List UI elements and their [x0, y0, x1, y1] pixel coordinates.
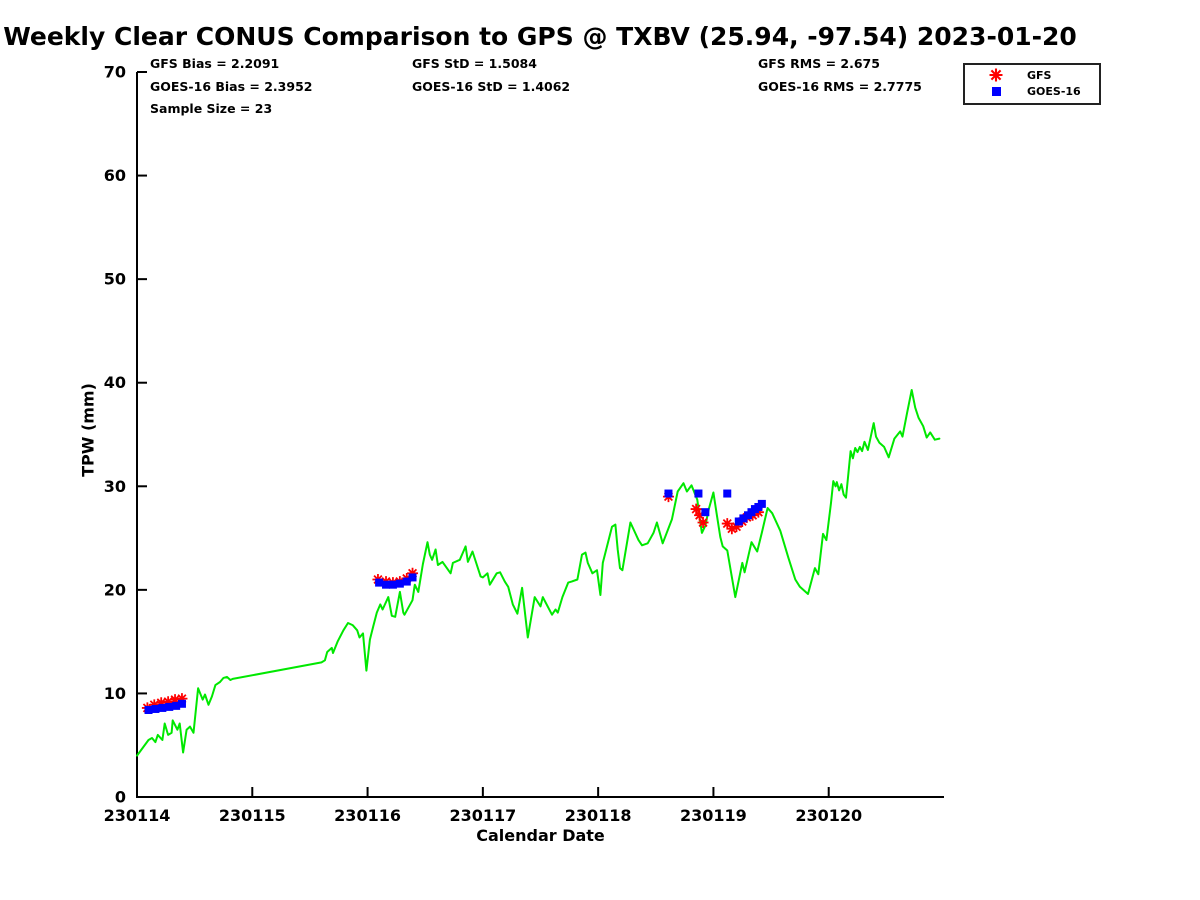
y-tick-label: 10 — [104, 684, 126, 703]
goes16-marker — [375, 578, 384, 587]
y-tick-label: 20 — [104, 580, 126, 599]
chart-title: Weekly Clear CONUS Comparison to GPS @ T… — [3, 22, 1077, 51]
legend-row-gfs: GFS — [965, 67, 1099, 83]
x-tick-label: 230120 — [795, 806, 862, 825]
legend-label-gfs: GFS — [1027, 68, 1052, 82]
y-tick-label: 50 — [104, 270, 126, 289]
goes16-marker — [757, 499, 766, 508]
y-tick-label: 30 — [104, 477, 126, 496]
stat-goes16-std: GOES-16 StD = 1.4062 — [412, 79, 571, 94]
y-tick-label: 0 — [115, 788, 126, 807]
goes16-marker — [739, 514, 748, 523]
x-tick-label: 230114 — [104, 806, 171, 825]
goes16-marker — [151, 704, 160, 713]
goes16-marker — [165, 702, 174, 711]
goes16-marker — [664, 489, 673, 498]
goes16-marker — [177, 699, 186, 708]
goes16-marker — [158, 703, 167, 712]
goes16-marker — [382, 580, 391, 589]
goes16-marker — [388, 580, 397, 589]
stat-goes16-rms: GOES-16 RMS = 2.7775 — [758, 79, 922, 94]
x-tick-label: 230117 — [449, 806, 516, 825]
x-tick-label: 230119 — [680, 806, 747, 825]
goes16-marker — [395, 579, 404, 588]
stat-goes16-bias: GOES-16 Bias = 2.3952 — [150, 79, 313, 94]
legend: GFS GOES-16 — [963, 63, 1101, 105]
y-tick-label: 60 — [104, 166, 126, 185]
goes16-marker — [408, 573, 417, 582]
legend-row-goes16: GOES-16 — [965, 83, 1099, 99]
x-axis-label: Calendar Date — [476, 826, 605, 845]
gps-line — [136, 389, 941, 757]
goes16-marker — [723, 489, 732, 498]
stat-gfs-std: GFS StD = 1.5084 — [412, 56, 537, 71]
axis-line — [136, 72, 944, 798]
goes16-marker — [694, 489, 703, 498]
legend-label-goes16: GOES-16 — [1027, 84, 1081, 98]
goes16-marker — [402, 577, 411, 586]
x-tick-label: 230116 — [334, 806, 401, 825]
goes16-marker — [701, 508, 710, 517]
gfs-asterisk-icon — [965, 67, 1027, 83]
stat-gfs-bias: GFS Bias = 2.2091 — [150, 56, 280, 71]
stat-gfs-rms: GFS RMS = 2.675 — [758, 56, 880, 71]
goes16-square-icon — [965, 86, 1027, 96]
y-tick-label: 40 — [104, 373, 126, 392]
goes16-marker — [172, 701, 181, 710]
goes16-marker — [734, 517, 743, 526]
goes16-marker — [144, 706, 153, 714]
stat-sample-size: Sample Size = 23 — [150, 101, 273, 116]
y-tick-label: 70 — [104, 63, 126, 82]
x-tick-label: 230115 — [219, 806, 286, 825]
x-tick-label: 230118 — [565, 806, 632, 825]
